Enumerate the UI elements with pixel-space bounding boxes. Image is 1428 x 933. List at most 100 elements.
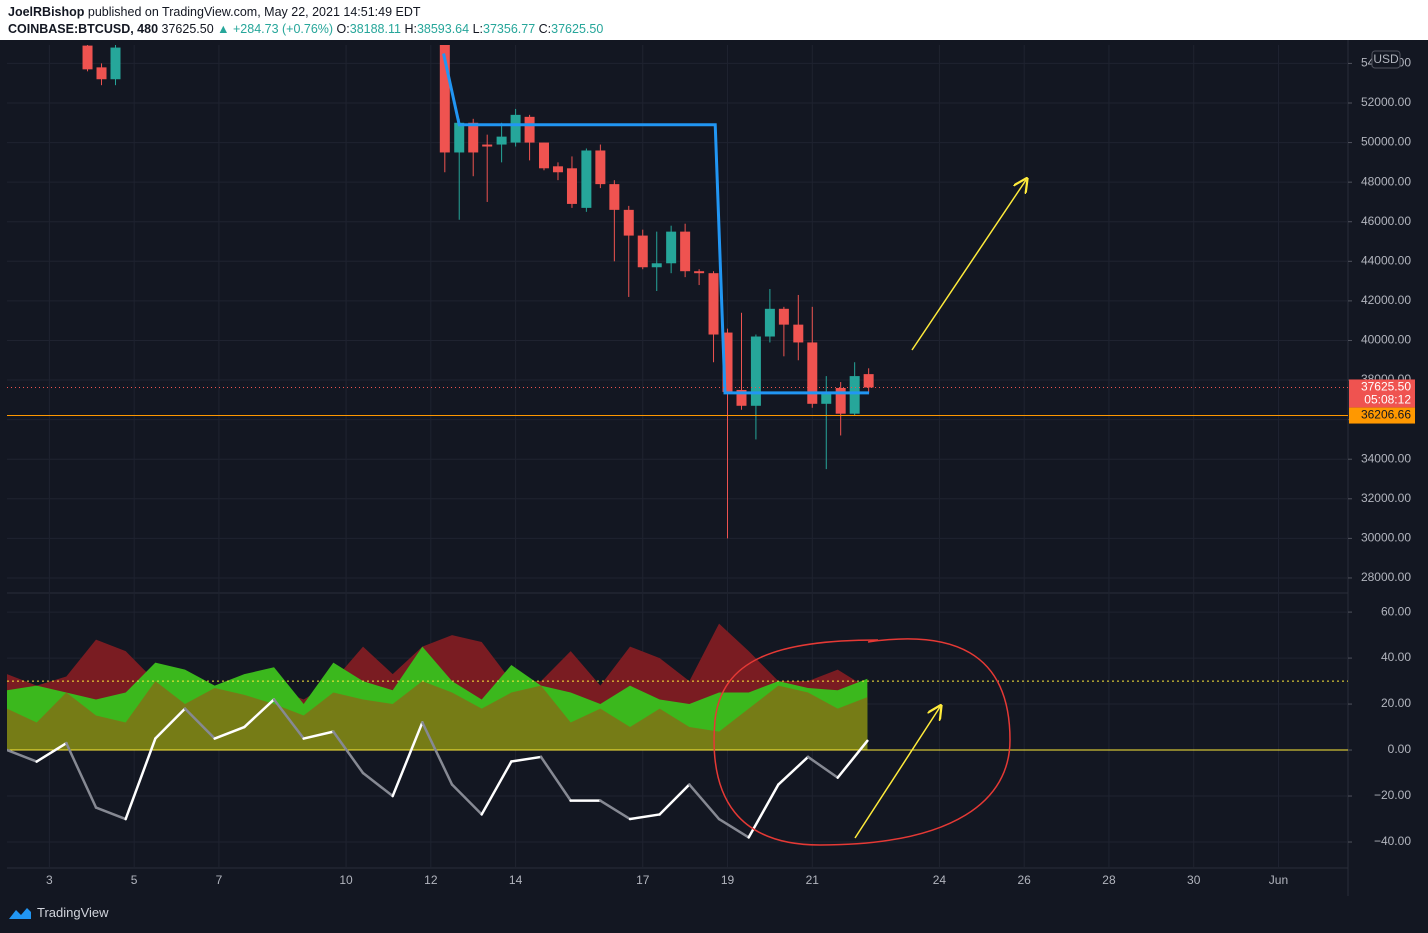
price-label-box (1349, 379, 1415, 408)
candle-body (736, 389, 747, 406)
y-tick-label: 20.00 (1381, 696, 1411, 710)
ohlc: O:38188.11 H:38593.64 L:37356.77 C:37625… (337, 22, 604, 36)
ohlc-key: O: (336, 22, 350, 36)
ohlc-value: 37356.77 (483, 22, 536, 36)
countdown: 05:08:12 (1364, 393, 1411, 407)
ohlc-key: C: (538, 22, 552, 36)
area (7, 681, 868, 751)
candle-body (666, 231, 677, 264)
oscillator-segment (65, 741, 98, 809)
candle-body (609, 184, 620, 210)
x-tick-label: 24 (933, 873, 947, 887)
candle-body (454, 122, 465, 153)
y-tick-label: 28000.00 (1361, 570, 1411, 584)
change: ▲ +284.73 (+0.76%) (217, 22, 334, 36)
brand: TradingView (37, 905, 109, 920)
y-tick-label: 52000.00 (1361, 95, 1411, 109)
x-tick-label: 14 (509, 873, 523, 887)
y-tick-label: 34000.00 (1361, 451, 1411, 465)
candle-body (623, 209, 634, 236)
oscillator-segment (539, 755, 572, 802)
ohlc-key: L: (472, 22, 484, 36)
oscillator-segment (332, 730, 365, 775)
oscillator-segment (777, 755, 810, 786)
candle-body (708, 273, 719, 335)
price-pane (7, 45, 1348, 593)
y-tick-label: 40000.00 (1361, 333, 1411, 347)
y-tick-label: 30000.00 (1361, 531, 1411, 545)
oscillator-segment (302, 730, 335, 740)
candle-body (764, 308, 775, 337)
ohlc-value: 38593.64 (416, 22, 470, 36)
oscillator-segment (421, 721, 454, 786)
candle-body (694, 271, 705, 274)
candle-body (82, 45, 93, 70)
oscillator-segment (391, 721, 424, 798)
y-tick-label: 46000.00 (1361, 214, 1411, 228)
candle-body (538, 142, 549, 169)
candle-body (496, 136, 507, 145)
header-line: JoelRBishop published on TradingView.com… (8, 5, 421, 19)
x-tick-label: 5 (131, 873, 138, 887)
candle-body (793, 324, 804, 343)
oscillator-segment (272, 698, 305, 740)
x-tick-label: Jun (1269, 873, 1288, 887)
published: published on TradingView.com, May 22, 20… (87, 5, 421, 19)
candle-body (96, 67, 107, 80)
x-tick-label: 17 (636, 873, 650, 887)
price-label: 36206.66 (1361, 408, 1411, 422)
candle-body (482, 144, 493, 147)
last-price: 37625.50 (161, 22, 214, 36)
oscillator-segment (94, 806, 127, 821)
x-tick-label: 12 (424, 873, 438, 887)
y-tick-label: 48000.00 (1361, 174, 1411, 188)
candle-body (750, 336, 761, 406)
ohlc-key: H: (404, 22, 417, 36)
price-label-box (1349, 407, 1415, 424)
y-tick-label: −40.00 (1374, 834, 1411, 848)
x-tick-label: 19 (721, 873, 735, 887)
candle-body (468, 122, 479, 153)
currency: USD (1373, 52, 1399, 66)
candle-body (849, 376, 860, 414)
y-tick-label: −20.00 (1374, 788, 1411, 802)
candle-body (807, 342, 818, 404)
header-line: COINBASE:BTCUSD, 480 37625.50 ▲ +284.73 … (8, 22, 603, 36)
y-tick-label: 42000.00 (1361, 293, 1411, 307)
oscillator-segment (183, 707, 216, 740)
oscillator-segment (628, 813, 661, 821)
axes: 28000.0030000.0032000.0034000.0036000.00… (46, 50, 1415, 887)
oscillator-segment (836, 739, 869, 779)
header: JoelRBishop published on TradingView.com… (0, 0, 1428, 40)
annotation-circle (713, 638, 1011, 846)
oscillator-segment (154, 707, 187, 740)
ohlc-value: 37625.50 (551, 22, 604, 36)
oscillator-segment (124, 737, 157, 821)
x-tick-label: 10 (339, 873, 353, 887)
oscillator-segment (35, 741, 68, 763)
oscillator-segment (450, 783, 483, 816)
y-tick-label: 50000.00 (1361, 135, 1411, 149)
candle-body (722, 332, 733, 392)
candle-body (566, 168, 577, 204)
x-tick-label: 26 (1018, 873, 1032, 887)
oscillator-segment (480, 760, 513, 816)
oscillator-segment (806, 755, 839, 779)
annotation-arrow (911, 180, 1026, 351)
y-tick-label: 60.00 (1381, 604, 1411, 618)
oscillator-segment (213, 725, 246, 740)
annotation-arrow (854, 707, 940, 839)
oscillator-segment (361, 771, 394, 798)
price-label: 37625.50 (1361, 380, 1411, 394)
x-tick-label: 28 (1102, 873, 1116, 887)
candle-body (110, 47, 121, 80)
candle-body (651, 263, 662, 268)
y-tick-label: 40.00 (1381, 650, 1411, 664)
candle-body (595, 150, 606, 185)
footer: TradingView (8, 905, 109, 920)
candle-body (778, 308, 789, 325)
oscillator-segment (243, 698, 276, 729)
candle-body (680, 231, 691, 272)
